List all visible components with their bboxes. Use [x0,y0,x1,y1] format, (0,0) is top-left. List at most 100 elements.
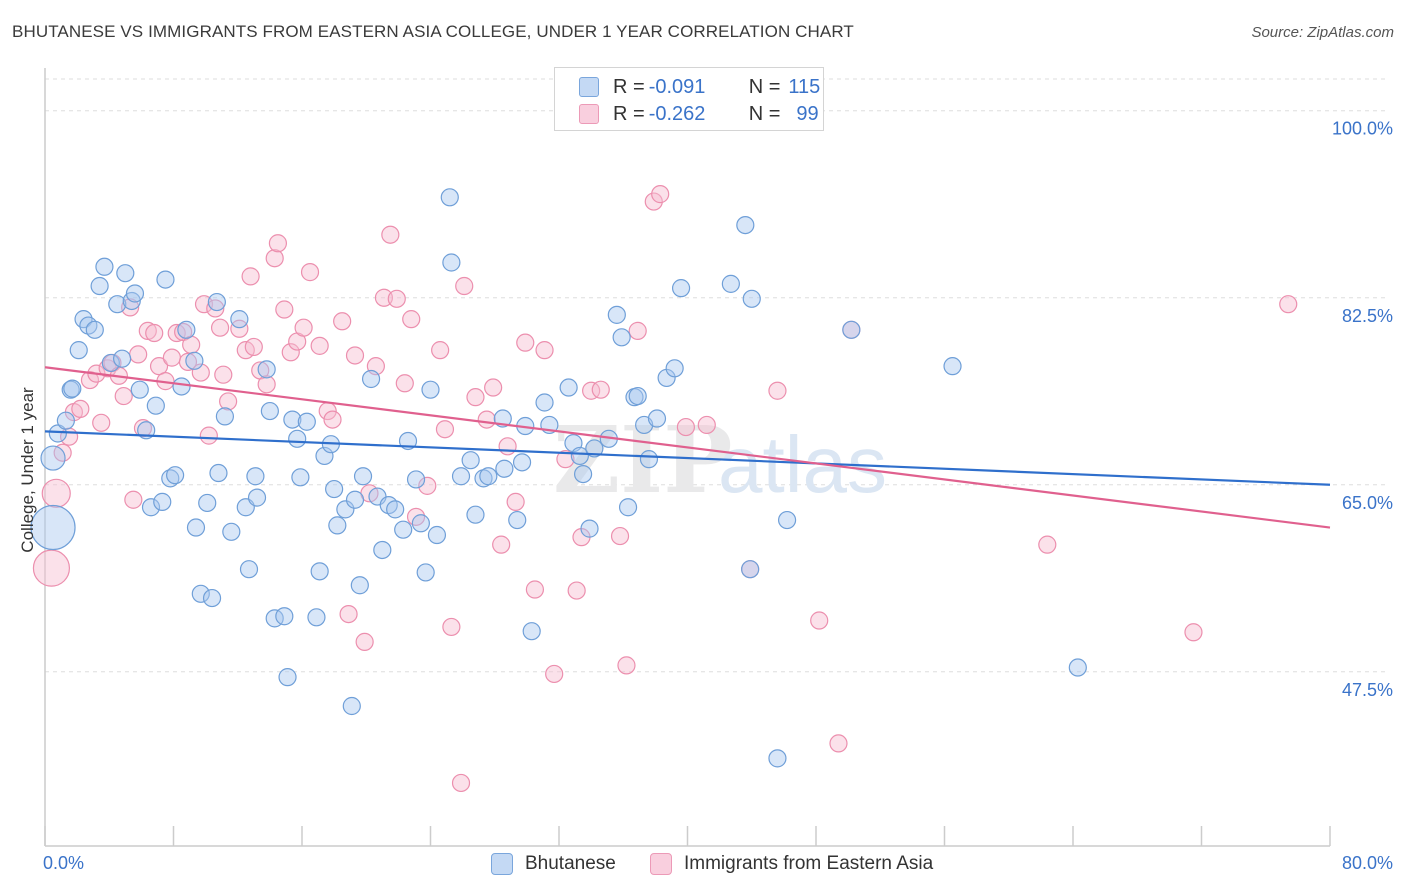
legend-item-immigrants[interactable]: Immigrants from Eastern Asia [650,851,933,877]
data-point [479,467,498,486]
data-point [294,318,313,337]
r-label: R = [613,75,645,98]
data-point [149,357,169,376]
data-point [339,604,358,624]
data-point [617,656,636,675]
data-point [191,584,210,603]
source-label: Source: ZipAtlas.com [1251,24,1394,41]
data-point [198,493,217,513]
data-point [185,351,204,370]
data-point [300,263,320,282]
data-point [307,608,326,627]
axes [44,68,1331,847]
data-point [199,426,218,445]
data-point [373,540,392,560]
data-point [166,466,185,485]
data-point [207,292,226,312]
data-point [671,279,691,298]
data-point [63,379,82,398]
data-point [741,560,760,579]
data-point [777,510,797,530]
data-point [124,490,143,509]
data-point [114,386,133,406]
data-point [545,664,564,684]
data-point [508,510,527,530]
y-axis-title: College, Under 1 year [18,387,37,553]
data-point [736,215,755,235]
r-value: -0.262 [648,102,706,125]
data-point [1279,295,1298,314]
y-tick-label: 82.5% [1342,306,1393,326]
data-point [177,320,196,339]
data-point [48,424,67,443]
data-point [556,450,575,469]
data-point [697,415,716,435]
data-point [525,580,545,599]
legend-swatch-pink [650,853,672,875]
data-point [1184,623,1203,642]
data-point [842,320,861,339]
data-point [1038,535,1057,554]
data-point [451,773,471,793]
data-point [573,464,593,484]
data-point [275,607,294,626]
series-bhutanese [30,188,1087,768]
data-point [628,321,647,340]
data-point [275,300,294,319]
data-point [440,188,459,207]
legend-item-bhutanese[interactable]: Bhutanese [491,851,616,877]
trend-line-bhutanese [44,430,1331,486]
data-point [333,312,352,331]
data-point [350,576,369,595]
data-point [768,749,787,768]
chart-title: BHUTANESE VS IMMIGRANTS FROM EASTERN ASI… [12,22,854,41]
data-point [209,463,228,483]
data-point [247,488,267,507]
data-point [130,380,149,399]
y-tick-label: 65.0% [1342,493,1393,513]
data-point [178,352,198,371]
data-point [219,392,238,411]
legend-swatch-blue [491,853,513,875]
data-point [310,336,329,355]
data-point [535,341,554,360]
data-point [167,323,186,343]
data-point [112,349,132,368]
data-point [665,359,684,378]
data-point [610,526,630,546]
data-point [431,341,450,360]
data-point [129,345,148,364]
data-point [297,412,316,431]
series-immigrants-eastern-asia [32,185,1298,793]
data-point [206,299,225,318]
data-point [153,492,172,511]
data-point [461,451,480,470]
trend-lines [44,366,1331,529]
data-point [559,378,578,397]
data-point [71,399,90,419]
data-point [215,407,234,426]
data-point [768,381,787,400]
data-point [186,518,206,537]
data-point [644,192,663,211]
data-point [585,439,604,458]
data-point [570,446,589,466]
data-point [325,479,344,499]
data-point [591,380,610,399]
data-point [268,234,288,253]
data-point [477,410,496,429]
data-point [647,409,667,428]
data-point [567,581,586,600]
legend-row-immigrants: R = -0.262 N = 99 [579,102,819,126]
data-point [323,410,342,429]
data-point [257,360,276,379]
data-point [435,420,455,439]
data-point [90,276,109,296]
legend-swatch-blue [579,77,599,97]
data-point [651,185,670,204]
data-point [374,288,394,307]
data-point [85,320,104,339]
data-point [101,353,120,373]
data-point [406,470,426,489]
data-point [291,468,310,487]
